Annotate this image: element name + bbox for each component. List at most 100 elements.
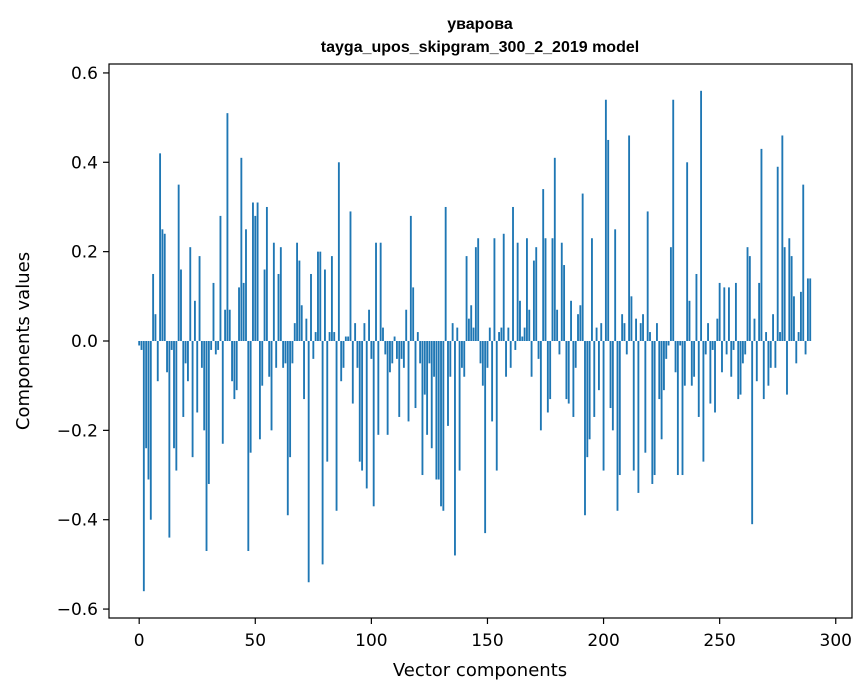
bar-44 [240, 157, 243, 341]
x-axis-label: Vector components [393, 660, 567, 681]
bar-24 [193, 300, 196, 341]
bar-145 [474, 247, 477, 341]
bar-276 [779, 332, 781, 341]
bar-109 [391, 341, 394, 364]
bar-111 [395, 341, 398, 359]
bar-71 [303, 341, 305, 400]
bar-277 [781, 135, 784, 341]
bar-39 [228, 309, 231, 341]
bar-258 [737, 341, 740, 400]
bar-167 [526, 238, 528, 341]
bar-269 [762, 341, 765, 400]
bar-100 [370, 341, 373, 359]
bar-89 [344, 336, 347, 341]
bar-176 [546, 341, 549, 413]
bar-115 [405, 309, 408, 341]
bar-54 [263, 269, 266, 341]
bar-31 [210, 341, 213, 350]
bar-244 [704, 341, 707, 355]
bar-57 [270, 341, 273, 431]
bar-186 [570, 300, 572, 341]
bar-8 [156, 341, 159, 382]
bar-76 [314, 332, 317, 341]
bar-193 [586, 341, 589, 458]
bar-53 [261, 341, 264, 386]
y-tick-label: 0.2 [71, 243, 98, 263]
bar-10 [161, 229, 164, 341]
bar-178 [551, 238, 554, 341]
bar-211 [628, 135, 631, 341]
bar-75 [312, 341, 315, 359]
bar-30 [207, 341, 210, 484]
bar-26 [198, 256, 201, 341]
plot-frame [108, 63, 853, 619]
bar-285 [799, 291, 802, 341]
bar-77 [317, 251, 319, 341]
bar-60 [277, 273, 280, 341]
bar-194 [588, 341, 591, 440]
bar-106 [384, 341, 387, 355]
bar-83 [330, 256, 333, 341]
bar-252 [723, 287, 726, 341]
bar-50 [254, 215, 257, 341]
bar-254 [728, 287, 730, 341]
bar-213 [632, 341, 635, 471]
bar-98 [365, 341, 368, 489]
bar-200 [602, 341, 605, 471]
bar-41 [233, 341, 236, 400]
bar-13 [168, 341, 171, 538]
bar-29 [205, 341, 208, 551]
bar-219 [646, 211, 649, 341]
bar-204 [611, 341, 614, 431]
bar-110 [393, 336, 396, 341]
bar-107 [386, 341, 389, 435]
bar-261 [744, 341, 747, 355]
bar-238 [690, 341, 693, 386]
bar-73 [307, 341, 310, 583]
bar-7 [154, 314, 157, 341]
bar-117 [409, 215, 412, 341]
bar-105 [382, 327, 384, 341]
bar-189 [577, 314, 579, 341]
bar-65 [289, 341, 292, 458]
bar-99 [368, 309, 370, 341]
bar-266 [755, 341, 758, 382]
bar-183 [563, 265, 566, 341]
bar-242 [700, 90, 703, 341]
bar-249 [716, 318, 719, 341]
bar-152 [491, 341, 494, 422]
bar-153 [493, 238, 496, 341]
bar-19 [182, 341, 185, 417]
bar-174 [542, 189, 545, 341]
bar-118 [412, 287, 415, 341]
bar-150 [486, 341, 489, 368]
bar-263 [748, 256, 751, 341]
bar-126 [430, 341, 433, 449]
bar-47 [247, 341, 250, 551]
bar-72 [305, 318, 308, 341]
bar-187 [572, 341, 575, 417]
bar-46 [245, 229, 247, 341]
bar-223 [656, 323, 658, 341]
bar-197 [595, 327, 598, 341]
bar-289 [809, 278, 812, 341]
bar-81 [326, 341, 329, 462]
bar-180 [556, 309, 559, 341]
bar-260 [741, 341, 744, 364]
bar-175 [544, 238, 547, 341]
bar-203 [609, 341, 612, 409]
bar-51 [256, 202, 259, 341]
bar-218 [644, 341, 647, 453]
bar-108 [389, 341, 391, 373]
bar-210 [625, 341, 628, 355]
bar-228 [667, 341, 670, 346]
bar-207 [618, 341, 621, 476]
bar-6 [152, 273, 155, 341]
bar-104 [379, 242, 382, 341]
bar-272 [769, 341, 772, 368]
bar-171 [535, 247, 538, 341]
bar-181 [558, 341, 561, 355]
bar-97 [363, 323, 366, 341]
bar-149 [484, 341, 487, 534]
bar-227 [665, 341, 668, 359]
